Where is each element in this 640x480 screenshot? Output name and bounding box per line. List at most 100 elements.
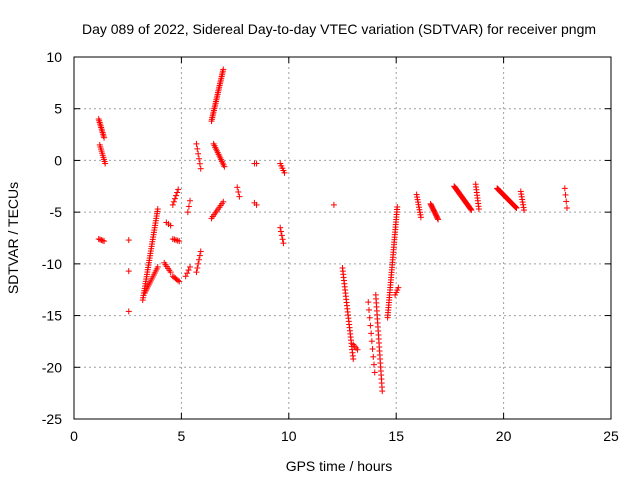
x-tick-label: 20	[496, 428, 512, 444]
data-point	[182, 273, 189, 280]
data-point	[95, 236, 102, 243]
y-tick-label: -20	[42, 359, 62, 375]
data-point	[196, 256, 203, 263]
data-point	[97, 236, 104, 243]
data-point	[379, 388, 386, 395]
data-point	[197, 248, 204, 255]
data-point	[467, 206, 474, 213]
data-point	[277, 224, 284, 231]
data-point	[253, 201, 260, 208]
data-point	[173, 192, 180, 199]
data-point	[99, 237, 106, 244]
x-tick-label: 5	[178, 428, 186, 444]
data-point	[394, 203, 401, 210]
data-point	[154, 263, 161, 270]
data-point	[330, 201, 337, 208]
data-point	[370, 353, 377, 360]
data-point	[278, 228, 285, 235]
data-point	[234, 184, 241, 191]
tick-labels: 0 5 10 15 20 25 10 5 0 -5 -10 -15 -20 -25	[42, 49, 619, 444]
data-point	[435, 216, 442, 223]
data-point	[196, 252, 203, 259]
data-point	[350, 356, 357, 363]
data-point	[371, 361, 378, 368]
data-point	[513, 205, 520, 212]
data-point	[367, 322, 374, 329]
data-point	[194, 264, 201, 271]
data-point	[170, 198, 177, 205]
grid	[74, 57, 611, 419]
data-point	[434, 215, 441, 222]
data-point	[185, 267, 192, 274]
y-tick-label: -5	[50, 204, 63, 220]
data-point	[281, 169, 288, 176]
data-point	[193, 140, 200, 147]
data-point	[176, 278, 183, 285]
data-point	[236, 193, 243, 200]
data-point	[235, 188, 242, 195]
data-point	[221, 163, 228, 170]
data-point	[417, 214, 424, 221]
data-point	[193, 269, 200, 276]
data-point	[220, 198, 227, 205]
data-point	[167, 222, 174, 229]
y-tick-label: 5	[54, 101, 62, 117]
y-tick-label: -25	[42, 411, 62, 427]
y-tick-label: -10	[42, 256, 62, 272]
x-tick-label: 15	[388, 428, 404, 444]
data-point	[125, 308, 132, 315]
data-point	[197, 165, 204, 172]
data-point	[563, 198, 570, 205]
data-point	[561, 185, 568, 192]
data-point	[186, 197, 193, 204]
y-tick-label: -15	[42, 308, 62, 324]
data-point	[174, 277, 181, 284]
data-point	[174, 189, 181, 196]
data-point	[368, 338, 375, 345]
data-point	[185, 203, 192, 210]
data-point	[354, 346, 361, 353]
data-point	[279, 236, 286, 243]
plot-frame	[73, 56, 612, 420]
data-point	[195, 260, 202, 267]
data-point	[563, 205, 570, 212]
data-point	[195, 150, 202, 157]
data-point	[196, 160, 203, 167]
data-point	[101, 238, 108, 245]
x-tick-label: 25	[603, 428, 619, 444]
data-point	[125, 268, 132, 275]
data-point	[366, 314, 373, 321]
data-point	[521, 207, 528, 214]
x-tick-label: 0	[70, 428, 78, 444]
y-tick-label: 0	[54, 152, 62, 168]
data-point	[562, 191, 569, 198]
data-point	[184, 270, 191, 277]
data-point	[253, 160, 260, 167]
x-axis-label: GPS time / hours	[286, 458, 393, 474]
data-point	[154, 206, 161, 213]
data-point	[184, 209, 191, 216]
data-points	[95, 66, 570, 395]
data-point	[176, 238, 183, 245]
y-tick-label: 10	[46, 49, 62, 65]
data-point	[98, 237, 105, 244]
data-point	[196, 155, 203, 162]
y-axis-label: SDTVAR / TECUs	[5, 182, 21, 294]
data-point	[186, 263, 193, 270]
data-point	[368, 330, 375, 337]
data-point	[280, 240, 287, 247]
data-point	[395, 284, 402, 291]
data-point	[369, 346, 376, 353]
data-point	[475, 206, 482, 213]
data-point	[169, 201, 176, 208]
data-point	[171, 195, 178, 202]
chart-title: Day 089 of 2022, Sidereal Day-to-day VTE…	[82, 21, 596, 37]
data-point	[220, 66, 227, 73]
data-point	[167, 269, 174, 276]
data-point	[468, 207, 475, 214]
data-point	[101, 134, 108, 141]
data-point	[125, 237, 132, 244]
data-point	[365, 299, 372, 306]
data-point	[102, 160, 109, 167]
